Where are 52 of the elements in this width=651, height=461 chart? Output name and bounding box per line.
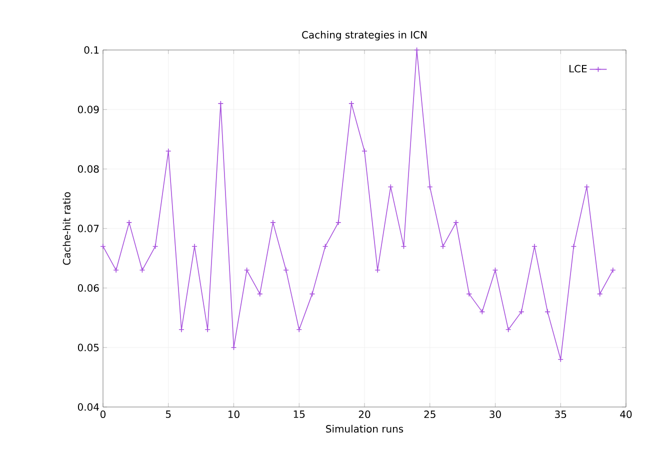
point bbox=[218, 100, 224, 106]
x-tick-label: 15 bbox=[294, 410, 305, 418]
point bbox=[362, 148, 368, 154]
y-tick-label: 0.09 bbox=[78, 106, 99, 114]
point bbox=[440, 243, 446, 250]
point bbox=[518, 308, 524, 315]
point bbox=[505, 326, 512, 333]
y-tick-label: 0.04 bbox=[78, 403, 99, 411]
point bbox=[257, 291, 263, 297]
point bbox=[270, 220, 276, 226]
x-tick-label: 0 bbox=[100, 410, 106, 418]
x-tick-label: 20 bbox=[358, 410, 370, 418]
y-tick-label: 0.07 bbox=[78, 224, 99, 232]
point bbox=[466, 291, 472, 297]
point bbox=[139, 267, 146, 274]
point bbox=[335, 220, 342, 226]
y-tick-label: 0.05 bbox=[78, 344, 99, 352]
x-tick-label: 35 bbox=[555, 410, 566, 418]
point bbox=[296, 326, 302, 333]
y-tick-label: 0.1 bbox=[84, 46, 99, 54]
point bbox=[426, 184, 433, 190]
point bbox=[492, 267, 498, 274]
chart-title: Caching strategies in ICN bbox=[302, 30, 427, 41]
x-tick-label: 40 bbox=[620, 410, 632, 418]
point bbox=[479, 308, 486, 315]
point bbox=[348, 100, 354, 106]
point bbox=[596, 291, 603, 297]
x-axis-title: Simulation runs bbox=[326, 424, 404, 433]
y-tick-label: 0.06 bbox=[78, 284, 99, 292]
x-tick-label: 25 bbox=[424, 410, 436, 418]
point bbox=[544, 308, 550, 315]
point bbox=[558, 356, 564, 362]
point bbox=[283, 267, 289, 274]
y-axis-title: Cache-hit ratio bbox=[62, 192, 70, 265]
point bbox=[584, 184, 590, 190]
point bbox=[113, 267, 119, 274]
point bbox=[570, 243, 577, 250]
x-tick-label: 30 bbox=[490, 410, 501, 418]
point bbox=[453, 220, 459, 226]
point bbox=[388, 184, 394, 190]
point bbox=[309, 291, 316, 297]
y-tick-label: 0.08 bbox=[78, 165, 99, 173]
x-tick-label: 10 bbox=[228, 410, 240, 418]
point bbox=[230, 344, 237, 350]
point bbox=[532, 243, 538, 250]
point bbox=[152, 243, 158, 250]
point bbox=[126, 220, 132, 226]
point bbox=[322, 243, 328, 250]
point bbox=[244, 267, 250, 274]
x-tick-label: 5 bbox=[166, 410, 171, 418]
legend-label: LCE bbox=[570, 64, 587, 72]
point bbox=[414, 47, 420, 53]
